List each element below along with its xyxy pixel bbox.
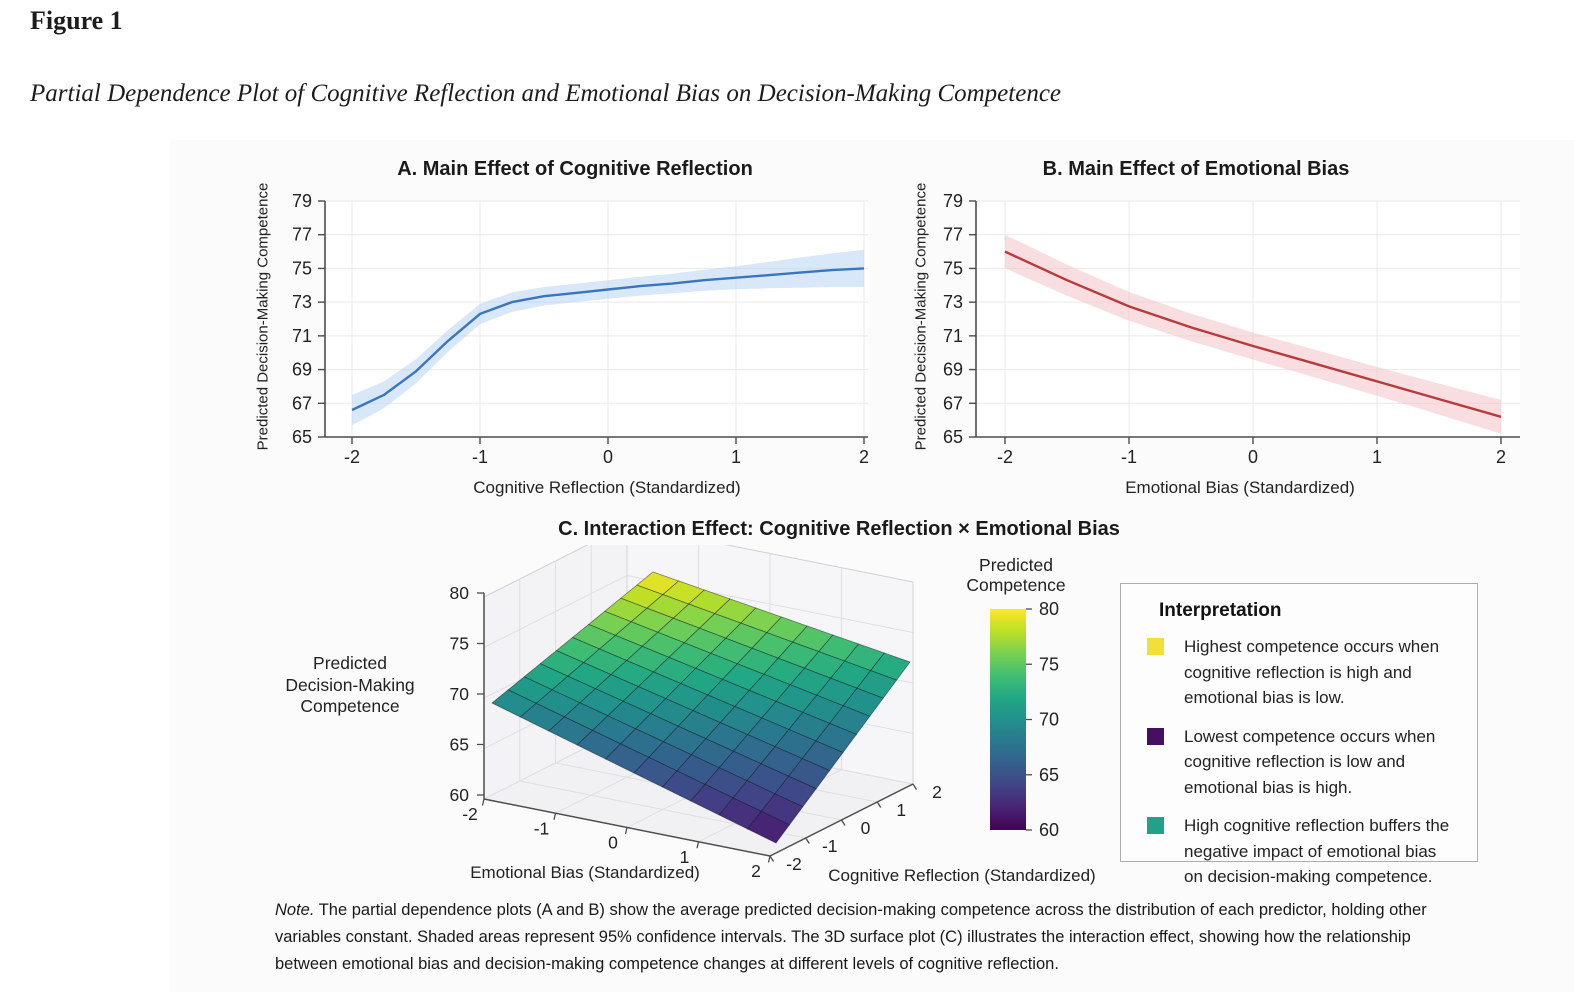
ci-band xyxy=(1005,234,1501,434)
svg-text:1: 1 xyxy=(731,447,741,467)
spines xyxy=(975,201,1520,438)
svg-text:70: 70 xyxy=(450,684,470,704)
svg-text:-1: -1 xyxy=(822,836,838,856)
legend-item-lowest: Lowest competence occurs when cognitive … xyxy=(1147,724,1457,801)
panel-c-surface-plot: 60 65 70 75 80 -2 -1 0 1 2 -2 -1 0 1 2 xyxy=(450,545,942,881)
svg-text:77: 77 xyxy=(943,225,963,245)
tick-labels: 65 67 69 71 73 75 77 79 -2 -1 0 1 2 xyxy=(943,191,1506,467)
panel-a-plot: 65 67 69 71 73 75 77 79 -2 -1 0 1 2 xyxy=(292,191,869,467)
panel-b-xlabel: Emotional Bias (Standardized) xyxy=(1125,478,1355,497)
svg-text:73: 73 xyxy=(292,292,312,312)
panel-a-title: A. Main Effect of Cognitive Reflection xyxy=(397,158,753,180)
svg-text:1: 1 xyxy=(680,847,690,867)
pdp-line xyxy=(1004,250,1502,418)
svg-text:75: 75 xyxy=(292,258,312,278)
svg-text:1: 1 xyxy=(896,800,906,820)
panel-a-ylabel: Predicted Decision-Making Competence xyxy=(254,182,272,451)
panel-b-plot: 65 67 69 71 73 75 77 79 -2 -1 0 1 2 xyxy=(943,191,1520,467)
svg-text:2: 2 xyxy=(859,447,869,467)
svg-text:0: 0 xyxy=(861,818,871,838)
svg-text:69: 69 xyxy=(292,360,312,380)
svg-text:71: 71 xyxy=(943,326,963,346)
svg-text:-1: -1 xyxy=(472,447,488,467)
svg-text:-1: -1 xyxy=(534,818,550,838)
svg-text:70: 70 xyxy=(1039,710,1059,730)
legend-item-highest: Highest competence occurs when cognitive… xyxy=(1147,634,1457,711)
svg-text:65: 65 xyxy=(450,735,469,755)
svg-text:2: 2 xyxy=(932,782,942,802)
interpretation-title: Interpretation xyxy=(1159,600,1282,621)
svg-text:1: 1 xyxy=(1372,447,1382,467)
svg-text:2: 2 xyxy=(751,861,761,881)
ci-band xyxy=(352,249,864,426)
svg-text:0: 0 xyxy=(608,833,618,853)
note-text: The partial dependence plots (A and B) s… xyxy=(275,901,1427,974)
pdp-line xyxy=(351,267,865,412)
svg-text:80: 80 xyxy=(1039,599,1059,619)
figure-number: Figure 1 xyxy=(30,6,123,35)
svg-text:67: 67 xyxy=(292,393,312,413)
surface-mesh xyxy=(491,571,911,844)
tick-labels-3d: 60 65 70 75 80 -2 -1 0 1 2 -2 -1 0 1 2 xyxy=(450,583,942,881)
colorbar-gradient xyxy=(990,609,1026,830)
svg-text:65: 65 xyxy=(292,427,312,447)
svg-text:-2: -2 xyxy=(462,804,478,824)
svg-text:75: 75 xyxy=(450,634,469,654)
svg-text:75: 75 xyxy=(943,258,963,278)
legend-item-buffer: High cognitive reflection buffers the ne… xyxy=(1147,813,1457,890)
svg-text:65: 65 xyxy=(1039,765,1059,785)
panel-a-xlabel: Cognitive Reflection (Standardized) xyxy=(473,478,741,497)
svg-text:-2: -2 xyxy=(344,447,360,467)
svg-text:67: 67 xyxy=(943,393,963,413)
svg-text:2: 2 xyxy=(1496,447,1506,467)
figure-canvas: A. Main Effect of Cognitive Reflection P… xyxy=(170,140,1574,992)
note-prefix: Note. xyxy=(275,901,315,919)
tick-labels: 65 67 69 71 73 75 77 79 -2 -1 0 1 2 xyxy=(292,191,869,467)
legend-swatch-yellow xyxy=(1147,638,1164,655)
svg-text:0: 0 xyxy=(1248,447,1258,467)
legend-swatch-purple xyxy=(1147,727,1164,745)
svg-text:-1: -1 xyxy=(1121,447,1137,467)
panel-c-zlabel: Predicted Decision-Making Competence xyxy=(285,653,415,716)
svg-text:60: 60 xyxy=(1039,820,1059,840)
interpretation-box: Interpretation Highest competence occurs… xyxy=(1120,583,1478,886)
svg-text:-2: -2 xyxy=(786,854,802,874)
panel-c-title: C. Interaction Effect: Cognitive Reflect… xyxy=(558,518,1120,540)
panel-c-xlabel: Emotional Bias (Standardized) xyxy=(470,863,700,882)
colorbar: 80 75 70 65 60 xyxy=(990,599,1059,840)
svg-text:75: 75 xyxy=(1039,654,1059,674)
panel-b-title: B. Main Effect of Emotional Bias xyxy=(1042,158,1350,180)
svg-text:0: 0 xyxy=(603,447,613,467)
svg-text:71: 71 xyxy=(292,326,312,346)
legend-swatch-teal xyxy=(1147,817,1164,834)
svg-text:79: 79 xyxy=(292,191,312,211)
svg-text:65: 65 xyxy=(943,427,963,447)
svg-text:73: 73 xyxy=(943,292,963,312)
spines xyxy=(324,201,868,438)
panel-c-ylabel: Cognitive Reflection (Standardized) xyxy=(828,866,1096,885)
figure-note: Note. The partial dependence plots (A an… xyxy=(275,897,1467,979)
colorbar-title: Predicted Competence xyxy=(966,555,1066,595)
svg-text:69: 69 xyxy=(943,360,963,380)
svg-text:-2: -2 xyxy=(997,447,1013,467)
svg-text:60: 60 xyxy=(450,785,470,805)
svg-text:79: 79 xyxy=(943,191,963,211)
figure-caption: Partial Dependence Plot of Cognitive Ref… xyxy=(30,80,1062,107)
svg-text:80: 80 xyxy=(450,583,470,603)
svg-text:77: 77 xyxy=(292,225,312,245)
